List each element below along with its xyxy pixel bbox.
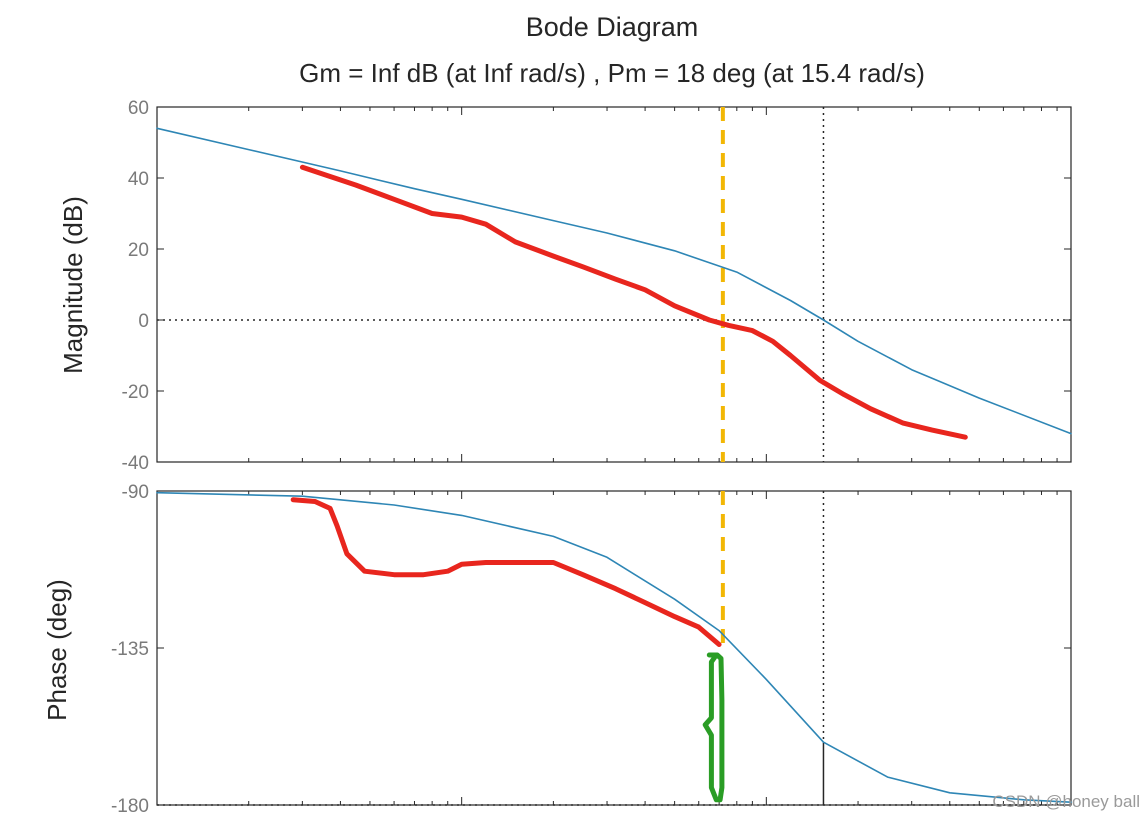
phase-ytick-label: -180 (111, 796, 149, 817)
phase-series-hand-drawn-curve (290, 497, 722, 647)
magnitude-reference-lines (157, 107, 1071, 462)
phase-tick-group: -90 -135 -180 (111, 482, 1071, 817)
phase-series-group (156, 491, 1072, 804)
magnitude-tick-group: 60 40 20 0 -20 -40 (122, 98, 1071, 474)
phase-ytick-label: -90 (122, 482, 149, 503)
mag-series-bode-magnitude (156, 127, 1072, 435)
phase-series-bode-phase (156, 491, 1072, 804)
chart-title: Bode Diagram (526, 12, 699, 42)
mag-ytick-label: 40 (128, 169, 149, 190)
phase-ylabel: Phase (deg) (42, 579, 72, 721)
phase-axes (156, 490, 1072, 806)
phase-panel: -90 -135 -180 Phase (deg) (42, 482, 1072, 817)
phase-reference-lines (157, 491, 1071, 806)
watermark: CSDN @honey ball (992, 792, 1140, 811)
mag-ytick-label: -20 (122, 382, 149, 403)
mag-ytick-label: 60 (128, 98, 149, 119)
magnitude-axes (156, 106, 1072, 463)
chart-subtitle: Gm = Inf dB (at Inf rad/s) , Pm = 18 deg… (299, 58, 925, 88)
magnitude-panel: 60 40 20 0 -20 -40 Magnitude (dB) (58, 98, 1072, 474)
phase-series-green-bracket (702, 652, 725, 803)
mag-ytick-label: -40 (122, 453, 149, 474)
phase-ytick-label: -135 (111, 639, 149, 660)
mag-ytick-label: 20 (128, 240, 149, 261)
mag-series-hand-drawn-curve (299, 164, 968, 440)
mag-ytick-label: 0 (138, 311, 149, 332)
magnitude-series-group (156, 127, 1072, 440)
magnitude-ylabel: Magnitude (dB) (58, 196, 88, 374)
